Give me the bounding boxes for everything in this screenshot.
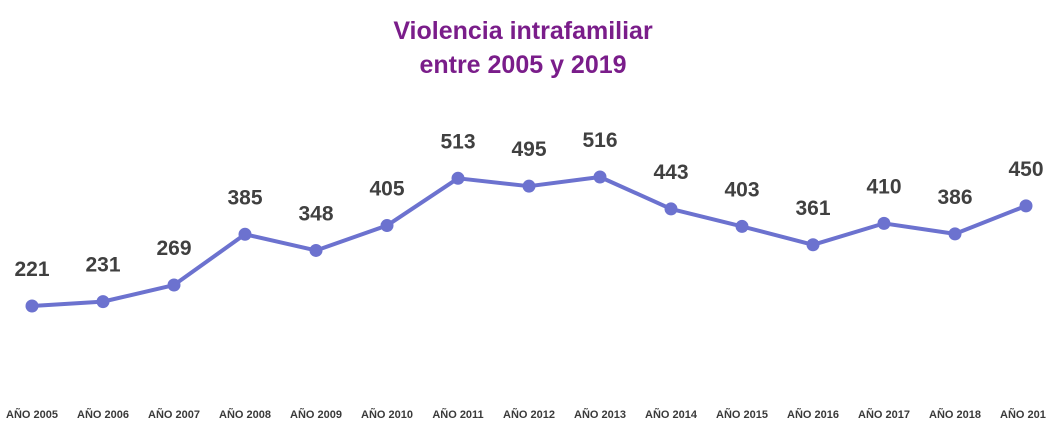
data-point-marker <box>593 170 607 184</box>
data-label: 450 <box>1008 158 1043 181</box>
data-point-marker <box>380 219 394 233</box>
x-tick-label: AÑO 2015 <box>716 408 768 421</box>
data-label: 513 <box>440 130 475 153</box>
x-tick-label: AÑO 2011 <box>432 408 483 421</box>
data-label: 361 <box>795 197 830 220</box>
chart-title: Violencia intrafamiliar entre 2005 y 201… <box>0 14 1046 82</box>
x-tick-label: AÑO 2005 <box>6 408 58 421</box>
data-label: 405 <box>369 178 404 201</box>
x-tick-label: AÑO 2013 <box>574 408 626 421</box>
x-tick-label: AÑO 2019 <box>1000 408 1046 421</box>
marker-layer <box>25 170 1033 313</box>
x-axis-tick-labels: AÑO 2005 AÑO 2006 AÑO 2007 AÑO 2008 AÑO 2009… <box>6 408 1046 421</box>
x-tick-label: AÑO 2007 <box>148 408 200 421</box>
x-tick-label: AÑO 2016 <box>787 408 839 421</box>
data-point-marker <box>948 227 962 241</box>
x-tick-label: AÑO 2012 <box>503 408 555 421</box>
x-tick-label: AÑO 2017 <box>858 408 910 421</box>
chart-title-line-1: Violencia intrafamiliar <box>393 17 653 45</box>
x-tick-label: AÑO 2018 <box>929 408 981 421</box>
chart-title-line-2: entre 2005 y 2019 <box>419 51 627 79</box>
data-label: 385 <box>227 186 262 209</box>
data-point-marker <box>806 238 820 252</box>
data-label: 516 <box>582 129 617 152</box>
data-label: 221 <box>14 258 49 281</box>
data-point-marker <box>167 278 181 292</box>
data-point-marker <box>96 295 110 309</box>
data-point-marker <box>877 216 891 230</box>
data-point-marker <box>735 219 749 233</box>
data-label: 348 <box>298 202 333 225</box>
data-label: 269 <box>156 237 191 260</box>
data-label: 443 <box>653 161 688 184</box>
data-label: 495 <box>511 138 546 161</box>
data-label-layer: 221 231 269 385 348 405 513 495 516 443 403 361 410 3… <box>14 129 1043 281</box>
x-tick-label: AÑO 2014 <box>645 408 698 421</box>
data-point-marker <box>238 227 252 241</box>
x-tick-label: AÑO 2010 <box>361 408 413 421</box>
x-tick-label: AÑO 2009 <box>290 408 342 421</box>
data-label: 386 <box>937 186 972 209</box>
data-point-marker <box>522 179 536 193</box>
data-point-marker <box>25 299 39 313</box>
data-point-marker <box>1019 199 1033 213</box>
data-point-marker <box>664 202 678 216</box>
x-tick-label: AÑO 2006 <box>77 408 129 421</box>
data-label: 231 <box>85 254 120 277</box>
data-point-marker <box>309 243 323 257</box>
x-tick-label: AÑO 2008 <box>219 408 271 421</box>
data-label: 410 <box>866 175 901 198</box>
data-point-marker <box>451 171 465 185</box>
data-label: 403 <box>724 178 759 201</box>
